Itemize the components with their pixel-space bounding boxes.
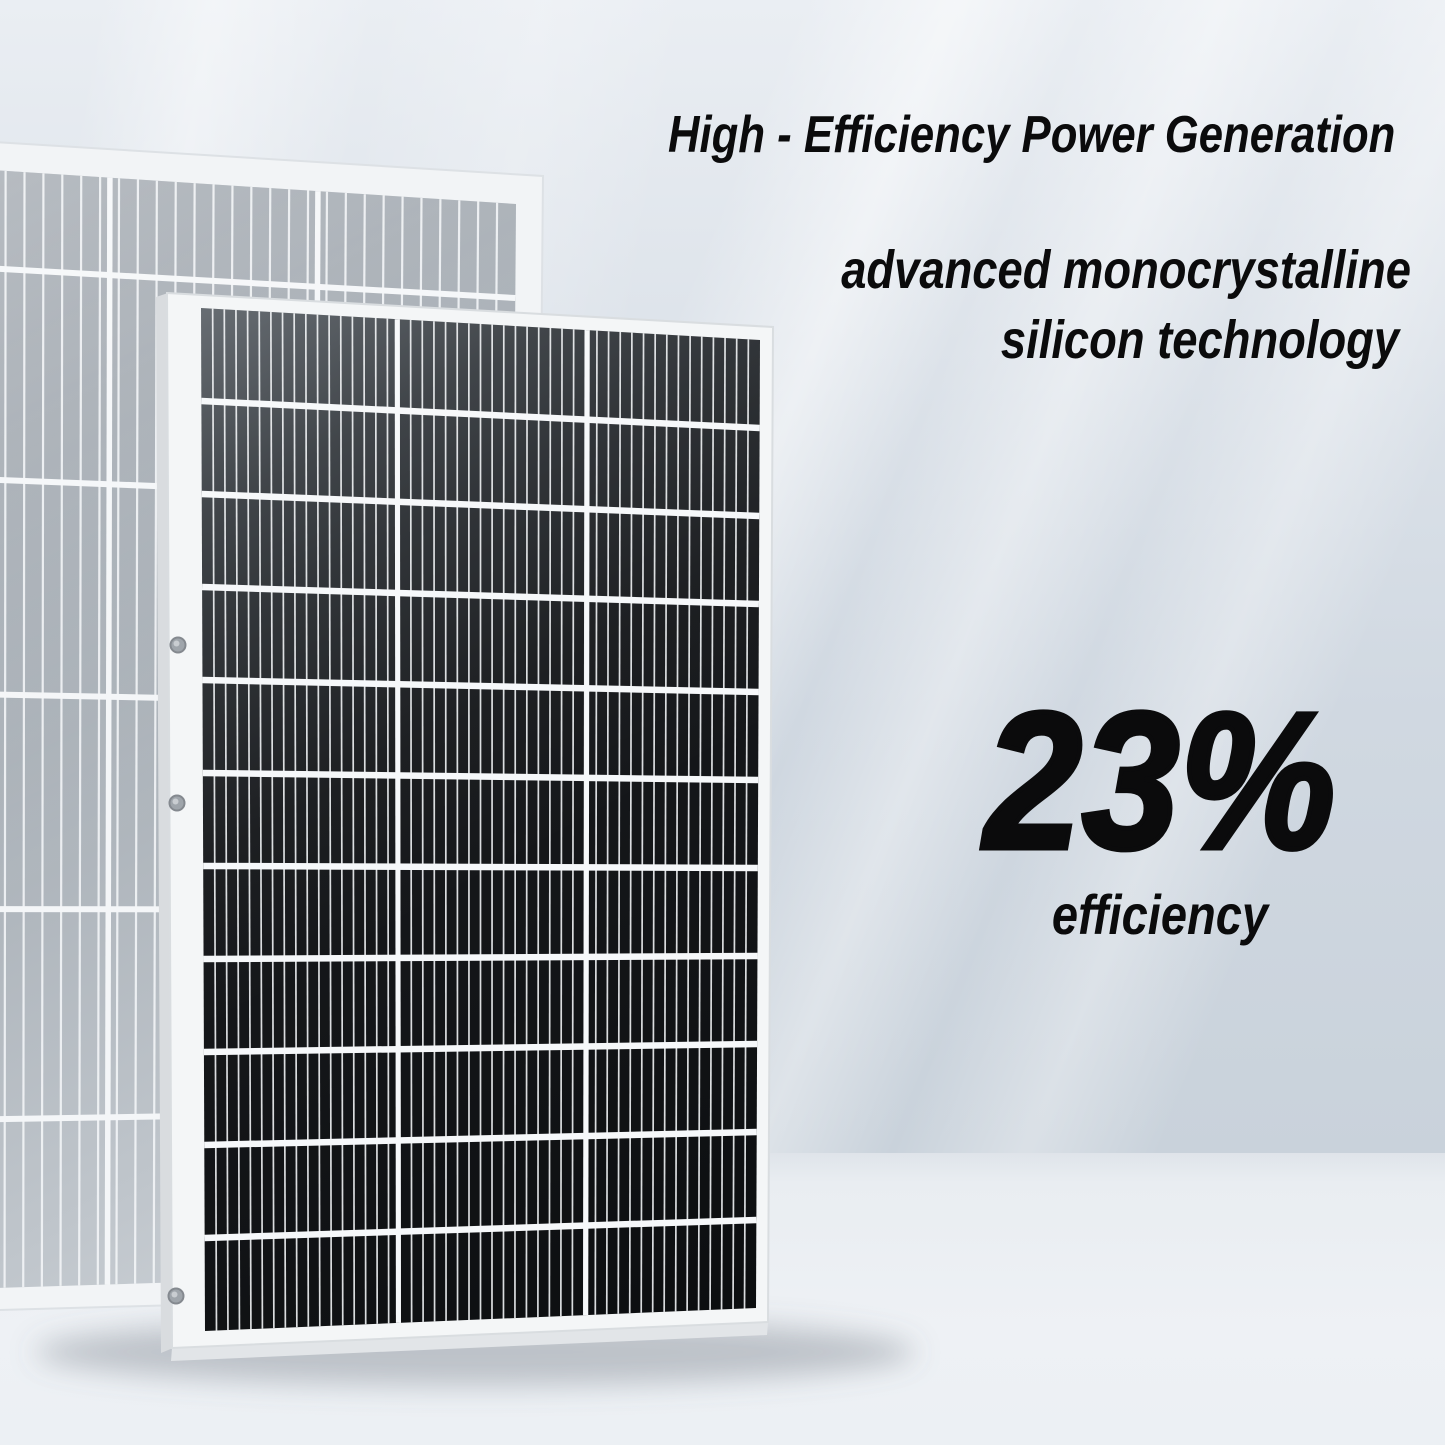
efficiency-percent-label: efficiency (1051, 883, 1269, 946)
headline-line-3: silicon technology (1000, 310, 1400, 370)
headline-line-2: advanced monocrystalline (841, 240, 1411, 300)
front-solar-panel (156, 291, 775, 1361)
efficiency-percent-value: 23% (982, 669, 1338, 892)
headline-line-1: High - Efficiency Power Generation (668, 106, 1396, 164)
